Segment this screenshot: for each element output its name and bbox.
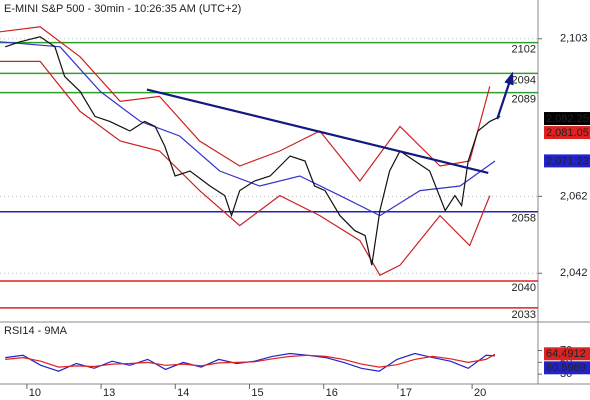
chart-title: E-MINI S&P 500 - 30min - 10:26:35 AM (UT… — [4, 3, 241, 15]
price-tag — [544, 154, 590, 168]
x-tick-label: 15 — [251, 387, 263, 399]
level-label: 2058 — [512, 213, 536, 225]
series-line — [0, 60, 491, 276]
x-tick-label: 16 — [326, 387, 338, 399]
price-tag-label: 2,082.25 — [546, 113, 589, 125]
price-tag-label: 2,071.23 — [546, 155, 589, 167]
level-label: 2033 — [512, 309, 536, 321]
price-tag-label: 64.4912 — [546, 348, 586, 360]
series-line — [5, 36, 501, 266]
price-tag — [544, 347, 590, 361]
level-label: 2102 — [512, 44, 536, 56]
y-tick-label: 2,062 — [560, 190, 588, 202]
level-label: 2094 — [512, 74, 536, 86]
series-line — [0, 41, 496, 217]
x-tick-label: 20 — [474, 387, 486, 399]
price-tag — [544, 112, 590, 126]
price-tag — [544, 361, 590, 375]
x-tick-label: 17 — [400, 387, 412, 399]
price-tag-label: 60.5969 — [546, 362, 586, 374]
price-tag-label: 2,081.05 — [546, 127, 589, 139]
y-tick-label: 2,042 — [560, 267, 588, 279]
trend-line — [146, 88, 489, 175]
y-tick-label: 2,103 — [560, 33, 588, 45]
level-label: 2040 — [512, 282, 536, 294]
level-label: 2089 — [512, 93, 536, 105]
x-tick-label: 13 — [103, 387, 115, 399]
x-tick-label: 14 — [177, 387, 189, 399]
series-line — [5, 353, 496, 368]
panel-title: RSI14 - 9MA — [4, 325, 68, 337]
price-tag — [544, 126, 590, 140]
x-tick-label: 10 — [29, 387, 41, 399]
arrow-head — [504, 71, 514, 86]
